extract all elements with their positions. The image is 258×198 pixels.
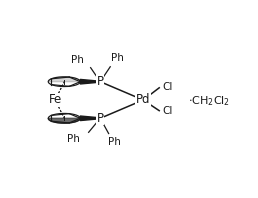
Text: $\cdot$CH$_2$Cl$_2$: $\cdot$CH$_2$Cl$_2$ [188, 94, 230, 108]
Polygon shape [48, 77, 80, 82]
Text: P: P [97, 75, 104, 88]
Polygon shape [48, 118, 80, 123]
Text: Pd: Pd [136, 93, 150, 107]
Text: Cl: Cl [163, 106, 173, 116]
Text: P: P [97, 112, 104, 125]
Text: Fe: Fe [49, 93, 62, 107]
Polygon shape [80, 79, 100, 84]
Polygon shape [80, 116, 100, 121]
Text: Cl: Cl [163, 82, 173, 92]
Text: Ph: Ph [71, 55, 84, 65]
Text: Ph: Ph [111, 53, 124, 63]
Text: Ph: Ph [67, 134, 80, 144]
Text: Ph: Ph [108, 137, 121, 147]
